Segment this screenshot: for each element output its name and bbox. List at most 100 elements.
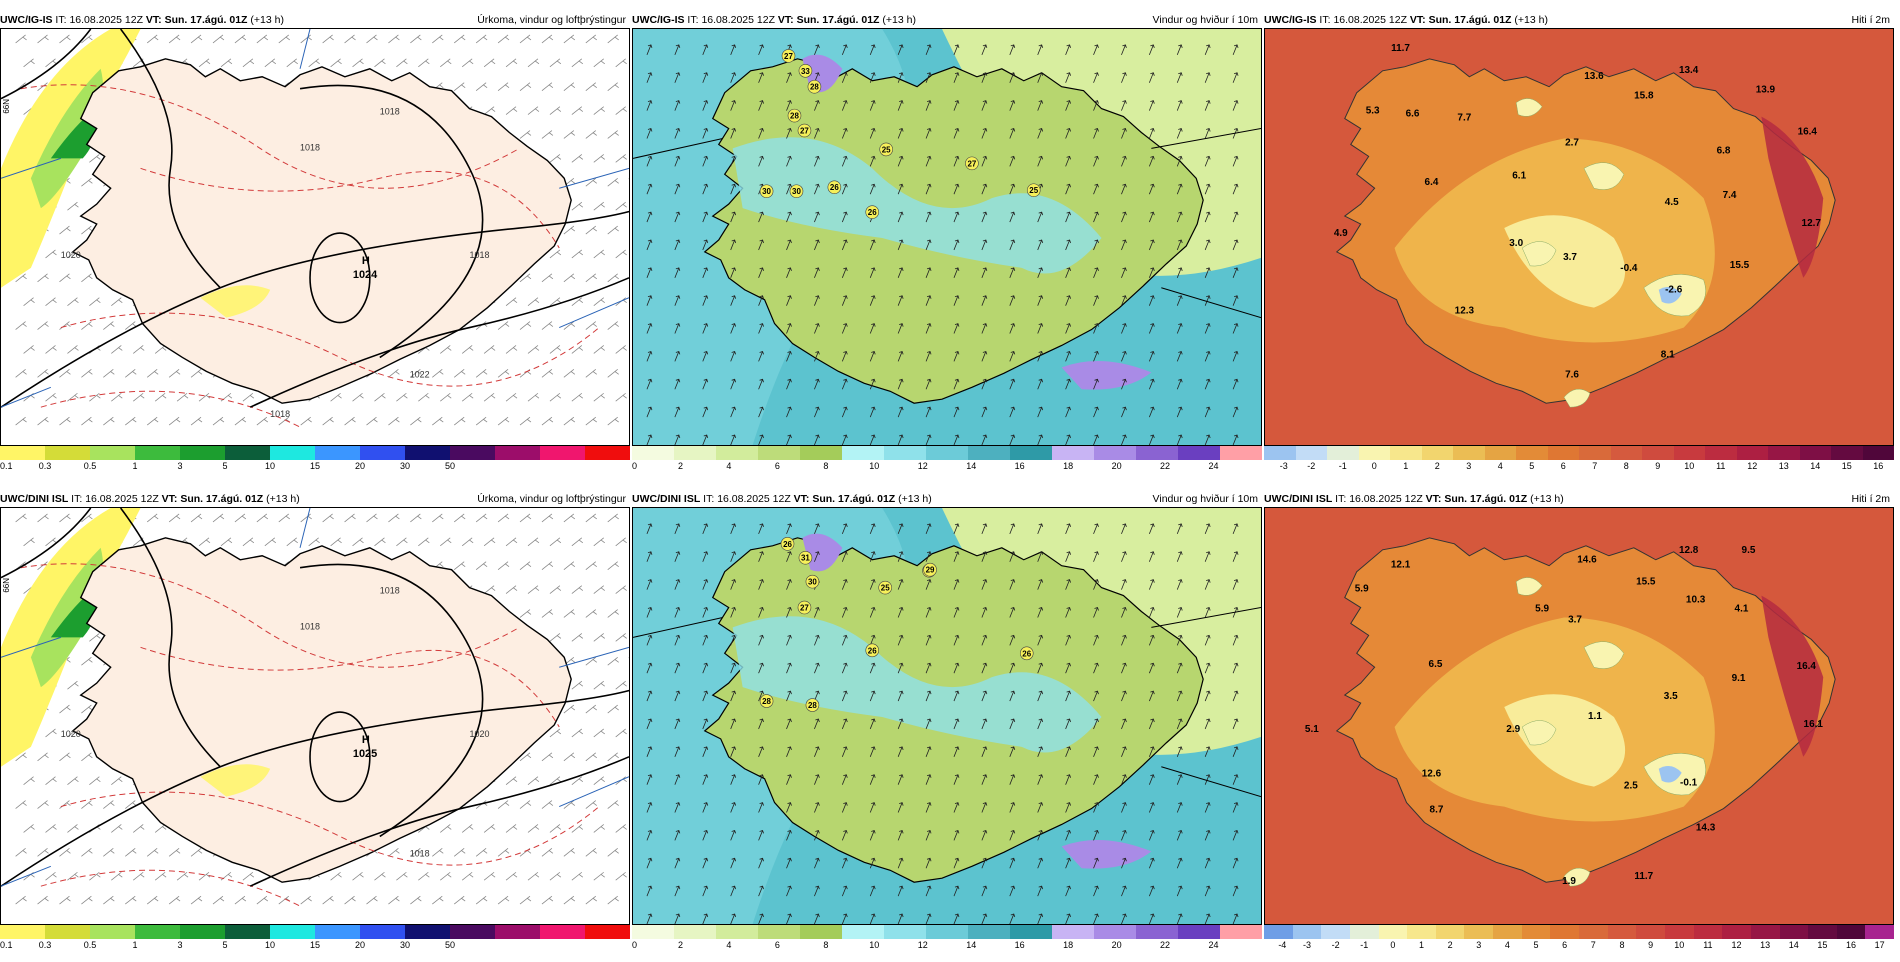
gust-value: 26	[1022, 649, 1031, 658]
legend-swatch	[1636, 925, 1665, 939]
temperature-value: 1.9	[1562, 876, 1576, 887]
precip-patch	[200, 285, 271, 318]
valid-time: Sun. 17.ágú. 01Z	[812, 493, 896, 505]
temperature-value: 3.5	[1664, 691, 1678, 702]
valid-time-label: VT:	[1425, 493, 1442, 505]
isobar-label: 1018	[380, 586, 400, 596]
gust-marker	[865, 643, 880, 658]
gust-marker	[923, 562, 937, 577]
high-pressure-value: 1024	[353, 269, 378, 281]
legend-swatch	[1550, 925, 1580, 939]
legend-tick-label: 15	[1841, 461, 1852, 471]
legend-tick-label: 10	[264, 940, 276, 950]
map-canvas: 12.1 14.6 12.8 9.5 5.9 15.5 5.9 3.7 10.3 4.1 6.5 16…	[1265, 508, 1893, 924]
legend-swatch	[180, 925, 225, 939]
legend-tick-label: 10	[1684, 461, 1695, 471]
lead-time: (+13 h)	[882, 14, 916, 26]
issue-time-label: IT:	[71, 493, 83, 505]
model-name: UWC/DINI ISL	[0, 493, 69, 505]
legend-swatch	[968, 925, 1010, 939]
panel-title: Úrkoma, vindur og loftþrýstingur	[477, 493, 626, 505]
legend-swatch	[405, 446, 450, 460]
color-legend-bar	[0, 446, 630, 460]
legend-swatch	[1664, 925, 1694, 939]
legend-swatch	[758, 925, 800, 939]
gust-marker	[759, 184, 774, 198]
legend-tick-label: 15	[309, 940, 321, 950]
temperature-value: 5.1	[1305, 724, 1319, 735]
gust-marker	[780, 537, 795, 551]
legend-swatch	[1607, 925, 1637, 939]
legend-tick-label: 22	[1160, 461, 1171, 471]
isotherms	[20, 84, 600, 428]
legend-swatch	[1493, 925, 1522, 939]
legend-tick-label: 10	[264, 461, 276, 471]
legend-swatch	[1516, 446, 1548, 460]
gust-value: 28	[808, 701, 817, 710]
legend-ticks: -4-3-2-1012345678910111213141516171819	[1264, 939, 1894, 951]
isobar-label: 1018	[410, 848, 430, 858]
legend-swatch	[1547, 446, 1579, 460]
valid-time-label: VT:	[777, 14, 794, 26]
legend-swatch	[716, 446, 758, 460]
legend-tick-label: 0	[632, 461, 638, 471]
wind-arrows	[646, 523, 1239, 924]
legend-tick-label: 0.5	[83, 940, 97, 950]
legend-swatch	[1094, 446, 1136, 460]
legend-swatch	[450, 446, 495, 460]
legend-swatch	[1453, 446, 1485, 460]
legend-swatch	[1349, 925, 1379, 939]
glacier	[1563, 867, 1591, 887]
temperature-value: 5.9	[1535, 604, 1549, 615]
color-legend-bar	[632, 446, 1262, 460]
weather-map: 66N H 1024 1018 1018 1018 1020 1022 1018	[0, 28, 630, 446]
legend-tick-label: 0.1	[0, 461, 13, 471]
temperature-value: 2.5	[1624, 781, 1638, 792]
legend-tick-label: 18	[1063, 461, 1074, 471]
isotherms	[20, 563, 600, 907]
panel-title: Hiti í 2m	[1851, 14, 1890, 26]
temperature-value: 4.1	[1735, 604, 1749, 615]
gust-marker	[878, 580, 892, 595]
isobar-label: 1018	[470, 250, 490, 260]
gust-marker	[865, 205, 880, 219]
weather-map: 11.7 13.6 13.4 5.3 6.6 7.7 15.8 13.9 2.7 16.4 6.8 6…	[1264, 28, 1894, 446]
gust-marker	[789, 184, 804, 198]
temperature-value: 12.6	[1422, 769, 1442, 780]
legend-swatch	[1358, 446, 1390, 460]
legend-swatch	[315, 446, 360, 460]
legend-tick-label: 20	[354, 461, 366, 471]
legend-swatch	[884, 446, 926, 460]
color-legend-bar	[632, 925, 1262, 939]
legend-swatch	[540, 925, 585, 939]
isobar-label: 1018	[270, 409, 290, 419]
legend-tick-label: 7	[1592, 461, 1598, 471]
legend-swatch	[968, 446, 1010, 460]
valid-time-label: VT:	[145, 14, 162, 26]
legend-tick-label: 0	[1371, 461, 1377, 471]
legend-swatch	[1722, 925, 1751, 939]
legend-tick-label: 14	[1810, 461, 1821, 471]
valid-time: Sun. 17.ágú. 01Z	[1428, 14, 1512, 26]
strong-wind-area	[802, 533, 843, 572]
glacier	[1583, 641, 1625, 669]
legend-swatch	[1010, 446, 1052, 460]
gust-marker	[1026, 183, 1041, 197]
legend-tick-label: 2	[677, 461, 683, 471]
gust-value: 33	[801, 67, 810, 76]
isobars	[1, 29, 629, 408]
issue-time-label: IT:	[1319, 14, 1331, 26]
legend-tick-label: 16	[1014, 940, 1025, 950]
legend-swatch	[632, 446, 674, 460]
legend-tick-label: 18	[1063, 940, 1074, 950]
latitude-label: 66N	[2, 578, 11, 593]
temperature-value: 4.9	[1334, 228, 1348, 239]
panel-title: Vindur og hviður í 10m	[1152, 493, 1258, 505]
model-name: UWC/IG-IS	[1264, 14, 1317, 26]
lead-time: (+13 h)	[266, 493, 300, 505]
legend-swatch	[45, 925, 90, 939]
legend-tick-label: 20	[1111, 461, 1122, 471]
legend-swatch	[1178, 446, 1220, 460]
temperature-value: 12.7	[1802, 218, 1822, 229]
panel-header: UWC/IG-IS IT: 16.08.2025 12Z VT: Sun. 17…	[0, 13, 630, 28]
